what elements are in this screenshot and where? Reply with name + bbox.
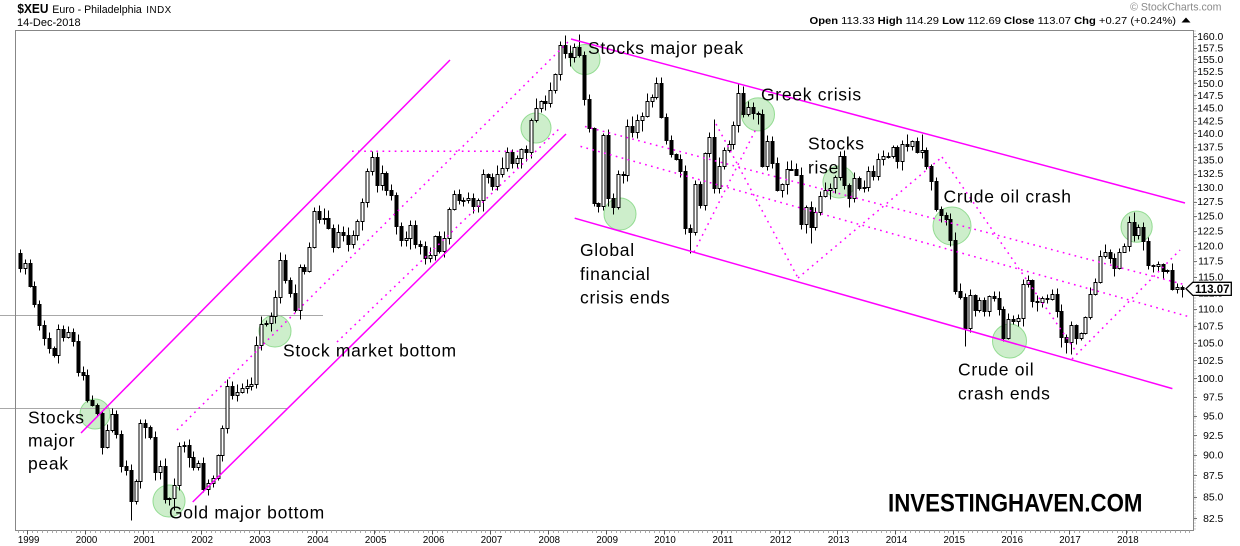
svg-text:2002: 2002 [191,535,213,546]
svg-text:© StockCharts.com: © StockCharts.com [1130,2,1222,14]
svg-text:127.5: 127.5 [1197,197,1223,208]
svg-text:132.5: 132.5 [1197,169,1223,180]
svg-text:2001: 2001 [134,535,156,546]
svg-text:137.5: 137.5 [1197,142,1223,153]
svg-text:crash ends: crash ends [958,384,1051,404]
svg-text:2004: 2004 [307,535,329,546]
svg-text:90.0: 90.0 [1203,451,1223,462]
svg-text:Stock market bottom: Stock market bottom [283,341,457,361]
svg-text:150.0: 150.0 [1197,79,1223,90]
svg-text:140.0: 140.0 [1197,129,1223,140]
svg-text:2014: 2014 [886,535,908,546]
svg-text:2013: 2013 [828,535,850,546]
svg-text:113.07: 113.07 [1195,284,1230,296]
svg-text:2017: 2017 [1059,535,1081,546]
svg-text:Crude oil crash: Crude oil crash [944,187,1072,207]
svg-text:2000: 2000 [76,535,98,546]
svg-text:147.5: 147.5 [1197,91,1223,102]
svg-text:105.0: 105.0 [1197,339,1223,350]
svg-text:Gold major bottom: Gold major bottom [169,503,325,523]
svg-text:Global: Global [580,240,635,260]
svg-text:145.0: 145.0 [1197,104,1223,115]
svg-text:major: major [28,431,75,451]
svg-text:82.5: 82.5 [1203,514,1223,525]
svg-text:Stocks: Stocks [28,408,85,428]
svg-text:95.0: 95.0 [1203,411,1223,422]
svg-text:160.0: 160.0 [1197,32,1223,43]
svg-text:2003: 2003 [249,535,271,546]
svg-text:2005: 2005 [365,535,387,546]
svg-text:2009: 2009 [596,535,618,546]
svg-text:130.0: 130.0 [1197,183,1223,194]
svg-text:crisis ends: crisis ends [580,288,670,308]
svg-text:2015: 2015 [944,535,966,546]
svg-text:85.0: 85.0 [1203,492,1223,503]
svg-text:117.5: 117.5 [1198,257,1223,268]
svg-text:Crude oil: Crude oil [958,360,1034,380]
svg-text:125.0: 125.0 [1197,212,1223,223]
svg-text:155.0: 155.0 [1197,55,1223,66]
svg-text:115.0: 115.0 [1198,272,1223,283]
svg-text:2011: 2011 [712,535,733,546]
svg-text:Open 113.33 High 114.29 Low: Open 113.33 High 114.29 Low 112.69 Close… [810,15,1177,27]
svg-text:92.5: 92.5 [1203,431,1223,442]
svg-text:110.0: 110.0 [1198,305,1223,316]
svg-text:2012: 2012 [770,535,792,546]
svg-text:87.5: 87.5 [1203,471,1223,482]
svg-text:107.5: 107.5 [1197,321,1223,332]
svg-text:142.5: 142.5 [1197,116,1223,127]
svg-text:2016: 2016 [1001,535,1023,546]
svg-text:financial: financial [580,264,651,284]
svg-text:peak: peak [28,454,69,474]
svg-text:2018: 2018 [1117,535,1139,546]
svg-text:1999: 1999 [18,535,40,546]
svg-text:2008: 2008 [539,535,561,546]
svg-text:157.5: 157.5 [1197,44,1223,55]
svg-text:2010: 2010 [654,535,676,546]
svg-text:135.0: 135.0 [1197,156,1223,167]
svg-text:Stocks: Stocks [808,134,865,154]
svg-text:rise: rise [808,158,839,178]
svg-text:152.5: 152.5 [1197,67,1223,78]
svg-text:INVESTINGHAVEN.COM: INVESTINGHAVEN.COM [888,491,1143,518]
svg-text:122.5: 122.5 [1197,226,1223,237]
svg-text:INDX: INDX [146,5,171,16]
svg-text:100.0: 100.0 [1197,374,1223,385]
svg-text:97.5: 97.5 [1203,392,1223,403]
svg-text:Greek crisis: Greek crisis [761,85,862,105]
svg-text:2007: 2007 [481,535,503,546]
svg-text:2006: 2006 [423,535,445,546]
svg-text:Stocks major peak: Stocks major peak [588,38,744,58]
svg-text:120.0: 120.0 [1197,241,1223,252]
svg-text:Euro - Philadelphia: Euro - Philadelphia [52,4,142,16]
svg-text:$XEU: $XEU [17,1,48,16]
svg-text:102.5: 102.5 [1197,356,1223,367]
svg-text:14-Dec-2018: 14-Dec-2018 [17,17,81,29]
